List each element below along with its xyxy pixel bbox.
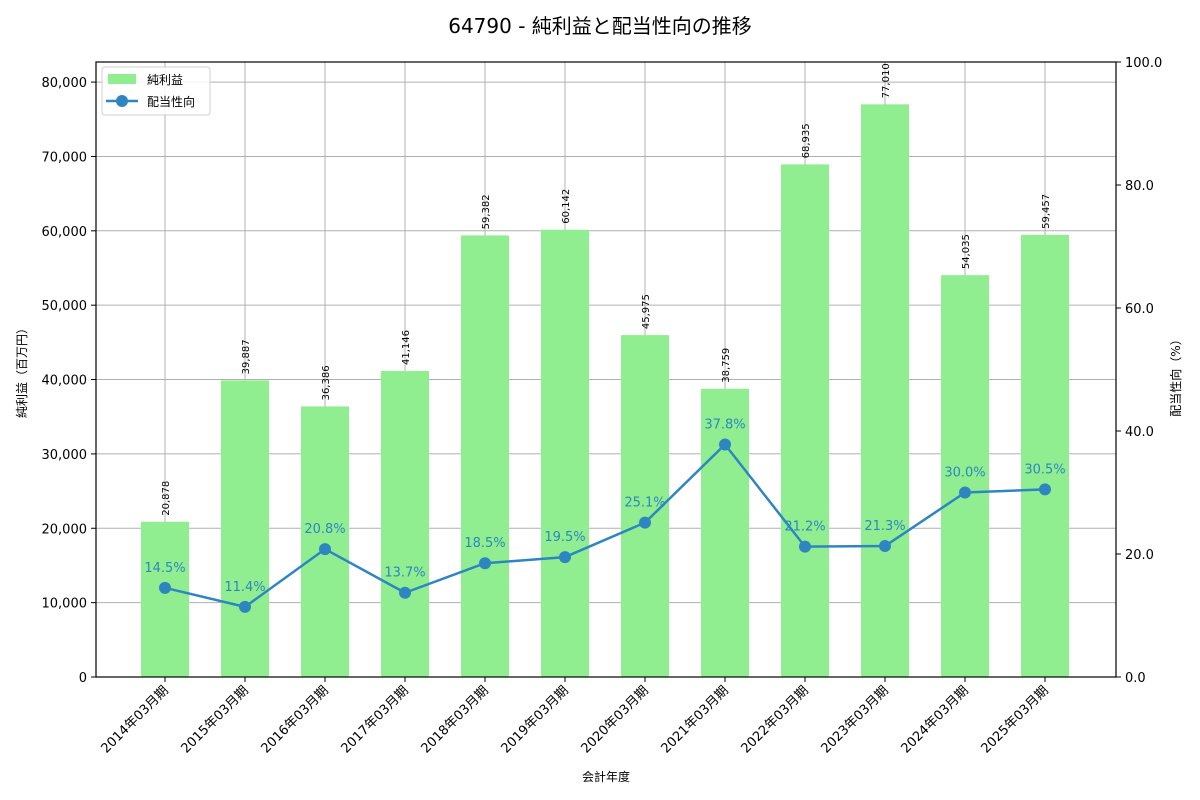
payout-ratio-line <box>159 438 1051 613</box>
axes: 0 10,000 20,000 30,000 40,000 50,000 60,000 70,… <box>15 56 1183 784</box>
net-income-bars <box>141 104 1069 678</box>
legend-label-payout-ratio: 配当性向 <box>147 94 195 109</box>
bar-value-label: 60,142 <box>561 189 572 224</box>
x-tick-label: 2021年03月期 <box>659 683 732 756</box>
line-marker <box>319 543 331 556</box>
x-tick-label: 2020年03月期 <box>579 683 652 756</box>
x-tick-label: 2025年03月期 <box>979 683 1052 756</box>
line-marker <box>159 581 171 594</box>
bar-value-label: 68,935 <box>801 123 812 158</box>
payout-ratio-labels: 14.5% 11.4% 20.8% 13.7% 18.5% 19.5% 25.1% 37.8%… <box>144 418 1065 595</box>
line-marker <box>639 516 651 529</box>
line-marker <box>1039 483 1051 496</box>
bar-value-label: 59,457 <box>1041 194 1052 229</box>
bar-value-label: 41,146 <box>401 330 412 365</box>
bar-value-label: 38,759 <box>721 348 732 383</box>
bar-value-label: 20,878 <box>161 481 172 516</box>
x-tick-label: 2018年03月期 <box>419 683 492 756</box>
bar-2018年03月期 <box>461 235 509 677</box>
x-axis-label: 会計年度 <box>582 769 630 784</box>
bar-value-label: 77,010 <box>881 63 892 98</box>
legend-bar-swatch-icon <box>108 74 136 84</box>
bar-2021年03月期 <box>701 388 749 677</box>
line-marker <box>399 586 411 599</box>
y-tick-label: 80,000 <box>42 76 88 91</box>
y-tick-label: 0 <box>79 671 87 686</box>
bar-2022年03月期 <box>781 164 829 678</box>
y-right-tick-label: 20.0 <box>1125 548 1154 563</box>
payout-ratio-label: 19.5% <box>544 530 585 545</box>
bar-2017年03月期 <box>381 371 429 677</box>
bar-2015年03月期 <box>221 380 269 677</box>
payout-ratio-label: 20.8% <box>304 522 345 537</box>
bar-2024年03月期 <box>941 275 989 677</box>
payout-ratio-label: 30.0% <box>944 466 985 481</box>
bar-value-label: 54,035 <box>961 234 972 269</box>
x-tick-label: 2019年03月期 <box>499 683 572 756</box>
payout-ratio-label: 21.2% <box>784 520 825 535</box>
payout-ratio-label: 13.7% <box>384 566 425 581</box>
y-right-tick-label: 60.0 <box>1125 302 1154 317</box>
y-tick-label: 70,000 <box>42 150 88 165</box>
y-right-tick-label: 100.0 <box>1125 56 1162 71</box>
line-marker <box>879 540 891 553</box>
payout-ratio-label: 18.5% <box>464 536 505 551</box>
line-marker <box>239 600 251 613</box>
x-tick-label: 2024年03月期 <box>899 683 972 756</box>
bar-2019年03月期 <box>541 229 589 677</box>
bar-2016年03月期 <box>301 406 349 677</box>
x-tick-label: 2014年03月期 <box>99 683 172 756</box>
y-right-axis-label: 配当性向（%） <box>1168 333 1183 416</box>
y-tick-label: 20,000 <box>42 522 88 537</box>
y-tick-label: 50,000 <box>42 299 88 314</box>
payout-ratio-label: 21.3% <box>864 519 905 534</box>
payout-ratio-label: 14.5% <box>144 561 185 576</box>
payout-ratio-label: 25.1% <box>624 496 665 511</box>
bar-2025年03月期 <box>1021 234 1069 677</box>
bar-value-label: 36,386 <box>321 365 332 400</box>
payout-ratio-label: 11.4% <box>224 580 265 595</box>
bar-value-label: 39,887 <box>241 339 252 374</box>
payout-ratio-label: 30.5% <box>1024 462 1065 477</box>
bar-value-label: 45,975 <box>641 294 652 329</box>
bar-value-labels: 20,878 39,887 36,386 41,146 59,382 60,142 45,9… <box>161 63 1052 515</box>
legend-label-net-income: 純利益 <box>147 73 183 87</box>
bar-value-label: 59,382 <box>481 194 492 229</box>
y-tick-label: 40,000 <box>42 374 88 389</box>
bar-2014年03月期 <box>141 521 189 677</box>
y-tick-label: 30,000 <box>42 448 88 463</box>
line-marker <box>559 551 571 564</box>
y-right-tick-label: 40.0 <box>1125 425 1154 440</box>
x-tick-label: 2023年03月期 <box>819 683 892 756</box>
x-tick-label: 2016年03月期 <box>259 683 332 756</box>
line-marker <box>799 540 811 553</box>
bar-2023年03月期 <box>861 104 909 677</box>
x-tick-label: 2022年03月期 <box>739 683 812 756</box>
y-right-tick-label: 0.0 <box>1125 671 1146 686</box>
x-tick-label: 2015年03月期 <box>179 683 252 756</box>
chart-title: 64790 - 純利益と配当性向の推移 <box>448 14 752 38</box>
line-marker <box>959 486 971 499</box>
line-marker <box>479 557 491 570</box>
line-marker <box>719 438 731 451</box>
payout-ratio-label: 37.8% <box>704 418 745 433</box>
y-axis-label: 純利益（百万円） <box>15 322 29 418</box>
y-tick-label: 10,000 <box>42 597 88 612</box>
y-right-tick-label: 80.0 <box>1125 179 1154 194</box>
y-tick-label: 60,000 <box>42 225 88 240</box>
x-tick-label: 2017年03月期 <box>339 683 412 756</box>
